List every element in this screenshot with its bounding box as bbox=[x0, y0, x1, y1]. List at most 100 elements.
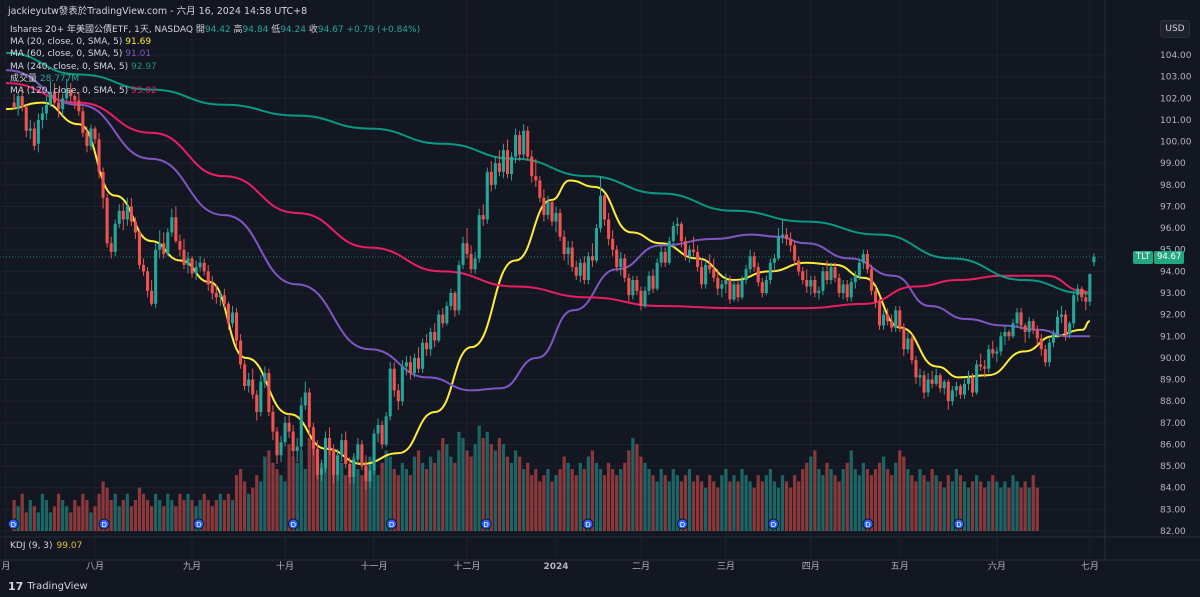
candle-body bbox=[226, 303, 230, 324]
volume-bar bbox=[675, 475, 679, 531]
volume-bar bbox=[481, 438, 485, 531]
candle-body bbox=[890, 321, 894, 328]
volume-bar bbox=[861, 462, 865, 531]
candle-body bbox=[914, 360, 918, 378]
price-axis-label: 100.00 bbox=[1160, 138, 1192, 148]
price-axis-label: 104.00 bbox=[1160, 51, 1192, 61]
volume-bar bbox=[991, 475, 995, 531]
volume-bar bbox=[303, 469, 307, 531]
candle-body bbox=[954, 386, 958, 391]
volume-bar bbox=[627, 450, 631, 531]
candle-body bbox=[522, 130, 526, 155]
volume-bar bbox=[145, 500, 150, 531]
candle-body bbox=[85, 132, 89, 146]
candle-body bbox=[97, 139, 101, 172]
candle-body bbox=[198, 262, 202, 268]
volume-bar bbox=[542, 475, 546, 531]
volume-bar bbox=[1003, 481, 1007, 531]
candle-body bbox=[283, 422, 287, 443]
candle-body bbox=[81, 111, 85, 133]
candle-body bbox=[121, 210, 125, 220]
candle-body bbox=[44, 104, 48, 114]
legend-ma60[interactable]: MA (60, close, 0, SMA, 5) 91.01 bbox=[10, 48, 420, 60]
legend-ma240[interactable]: MA (240, close, 0, SMA, 5) 92.97 bbox=[10, 61, 420, 73]
candle-body bbox=[635, 280, 639, 291]
price-axis-label: 88.00 bbox=[1160, 397, 1186, 407]
candle-body bbox=[958, 386, 962, 395]
candle-body bbox=[756, 267, 760, 283]
candle-body bbox=[299, 405, 303, 447]
candle-body bbox=[271, 412, 275, 432]
volume-bar bbox=[764, 475, 768, 531]
volume-bar bbox=[938, 481, 942, 531]
instrument-name[interactable]: Ishares 20+ 年美國公債ETF, 1天, NASDAQ bbox=[10, 25, 193, 35]
ma60-line bbox=[6, 69, 1090, 392]
candle-body bbox=[991, 349, 995, 354]
candle-body bbox=[683, 241, 687, 257]
tradingview-branding[interactable]: 17 TradingView bbox=[8, 580, 88, 593]
volume-bar bbox=[445, 444, 449, 531]
volume-bar bbox=[497, 438, 502, 531]
volume-bar bbox=[133, 500, 138, 531]
candle-body bbox=[853, 275, 857, 283]
candle-body bbox=[259, 381, 263, 412]
volume-bar bbox=[732, 475, 736, 531]
candle-body bbox=[469, 254, 473, 270]
candle-body bbox=[704, 264, 708, 285]
candle-body bbox=[983, 366, 987, 369]
candle-body bbox=[412, 357, 417, 374]
legend-ma120[interactable]: MA (120, close, 0, SMA, 5) 93.02 bbox=[10, 85, 420, 97]
candle-body bbox=[433, 331, 437, 341]
volume-bar bbox=[433, 462, 437, 531]
candle-body bbox=[243, 364, 247, 387]
candle-body bbox=[441, 314, 445, 324]
currency-button[interactable]: USD bbox=[1160, 20, 1190, 38]
candle-body bbox=[1072, 295, 1076, 324]
volume-bar bbox=[902, 456, 906, 531]
candle-body bbox=[801, 271, 805, 281]
candle-body bbox=[882, 314, 886, 326]
candle-body bbox=[821, 271, 825, 291]
candle-body bbox=[1064, 314, 1068, 335]
volume-bar bbox=[97, 493, 101, 531]
price-axis[interactable]: 104.00 103.00 102.00 101.00 100.00 99.00 98.00… bbox=[1160, 51, 1192, 537]
candle-body bbox=[554, 212, 558, 222]
candle-body bbox=[497, 163, 501, 172]
volume-bar bbox=[813, 450, 817, 531]
candle-body bbox=[643, 290, 647, 306]
volume-bar bbox=[643, 462, 647, 531]
candle-body bbox=[906, 338, 910, 350]
candle-body bbox=[966, 377, 971, 384]
candle-body bbox=[542, 197, 546, 216]
candle-body bbox=[356, 444, 360, 460]
candle-body bbox=[465, 243, 469, 255]
volume-bar bbox=[230, 500, 235, 531]
candle-body bbox=[631, 280, 635, 296]
legend-ma20[interactable]: MA (20, close, 0, SMA, 5) 91.69 bbox=[10, 36, 420, 48]
candle-body bbox=[534, 176, 538, 181]
price-axis-label: 92.00 bbox=[1160, 311, 1186, 321]
candle-body bbox=[805, 280, 809, 287]
candle-body bbox=[146, 271, 150, 291]
volume-bar bbox=[526, 462, 530, 531]
volume-bar bbox=[109, 500, 113, 531]
candle-body bbox=[651, 275, 655, 289]
publish-info: jackieyutw發表於TradingView.com - 六月 16, 20… bbox=[8, 6, 308, 17]
volume-bar bbox=[166, 493, 170, 531]
volume-bar bbox=[307, 438, 311, 531]
volume-bar bbox=[182, 500, 186, 531]
volume-bar bbox=[291, 456, 295, 531]
candle-body bbox=[303, 392, 307, 406]
candle-body bbox=[797, 260, 801, 272]
kdj-indicator-legend[interactable]: KDJ (9, 3) 99.07 bbox=[10, 541, 82, 551]
volume-bar bbox=[194, 506, 198, 531]
volume-bar bbox=[760, 481, 764, 531]
candle-body bbox=[461, 243, 465, 265]
time-axis[interactable]: 月 八月 九月 十月 十一月 十二月 2024 二月 三月 四月 五月 六月 七月 bbox=[2, 560, 1099, 572]
volume-bar bbox=[950, 481, 954, 531]
volume-bar bbox=[930, 469, 934, 531]
volume-bar bbox=[327, 444, 332, 531]
volume-bar bbox=[987, 481, 991, 531]
legend-volume[interactable]: 成交量 28.777M bbox=[10, 73, 420, 85]
